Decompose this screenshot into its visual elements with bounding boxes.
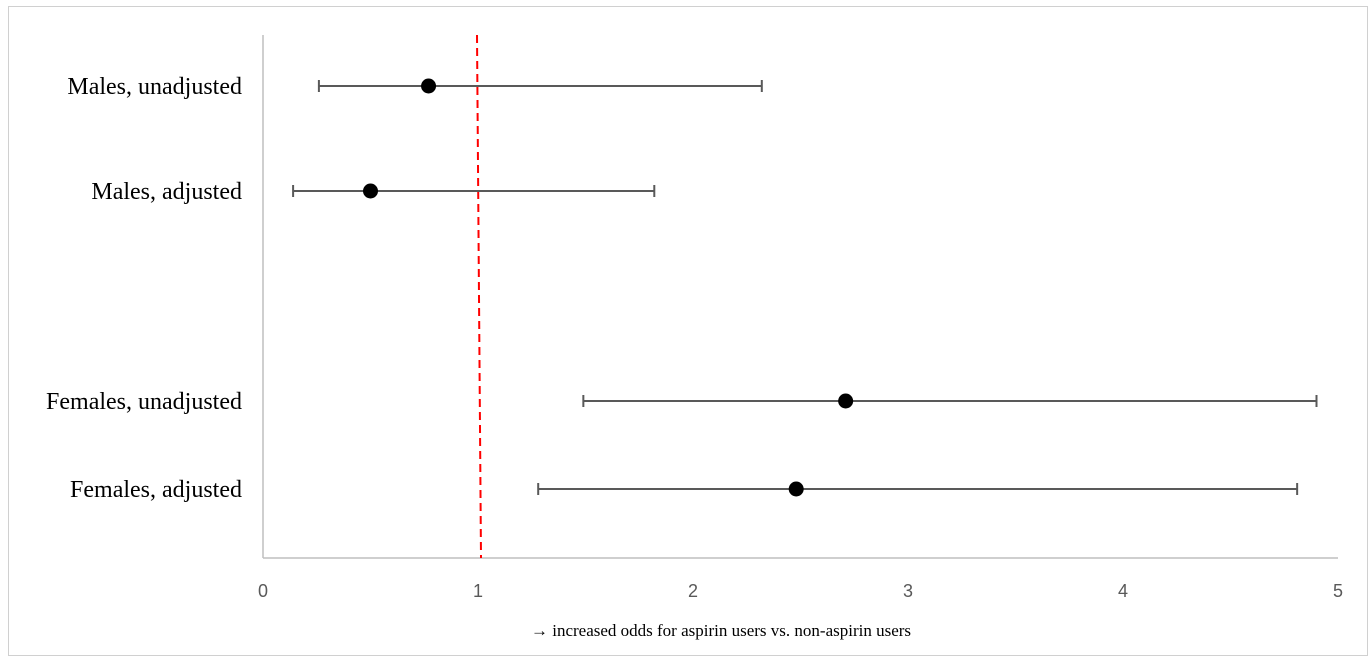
x-axis-title: → increased odds for aspirin users vs. n… (531, 621, 911, 640)
category-label: Females, adjusted (70, 477, 242, 503)
category-labels: Males, unadjusted Males, adjusted Females,… (46, 74, 242, 503)
category-label: Males, unadjusted (67, 74, 242, 100)
chart-frame (8, 6, 1368, 656)
x-tick-label: 0 (258, 581, 268, 601)
x-tick-label: 3 (903, 581, 913, 601)
x-tick-label: 1 (473, 581, 483, 601)
reference-line (476, 34, 482, 559)
point-estimate (421, 78, 437, 94)
data-marks (292, 78, 1318, 497)
category-label: Males, adjusted (91, 179, 242, 205)
axes (262, 35, 1338, 559)
point-estimate (363, 183, 378, 199)
point-estimate (838, 393, 854, 409)
category-label: Females, unadjusted (46, 389, 242, 415)
x-tick-label: 5 (1333, 581, 1343, 601)
x-tick-label: 4 (1118, 581, 1128, 601)
x-tick-label: 2 (688, 581, 698, 601)
x-tick-labels: 0 1 2 3 4 5 (258, 581, 1343, 601)
point-estimate (788, 481, 804, 497)
